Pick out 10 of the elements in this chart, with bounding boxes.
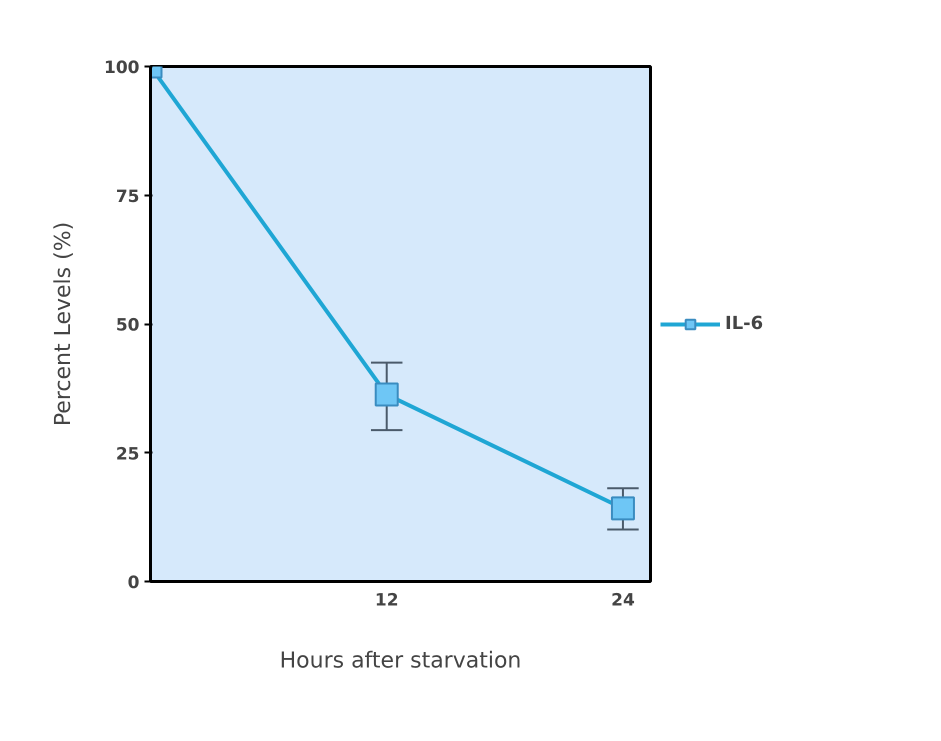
y-tick-label: 75: [116, 186, 140, 207]
y-axis-title: Percent Levels (%): [51, 222, 76, 426]
x-axis-title: Hours after starvation: [280, 648, 522, 674]
y-tick-label: 25: [116, 444, 140, 464]
y-tick-label: 0: [128, 573, 140, 593]
legend-label: IL-6: [725, 313, 764, 334]
y-tick-label: 100: [104, 58, 140, 78]
y-tick-label: 50: [116, 316, 140, 336]
x-tick-label: 12: [374, 590, 399, 610]
x-tick-label: 24: [611, 590, 635, 610]
